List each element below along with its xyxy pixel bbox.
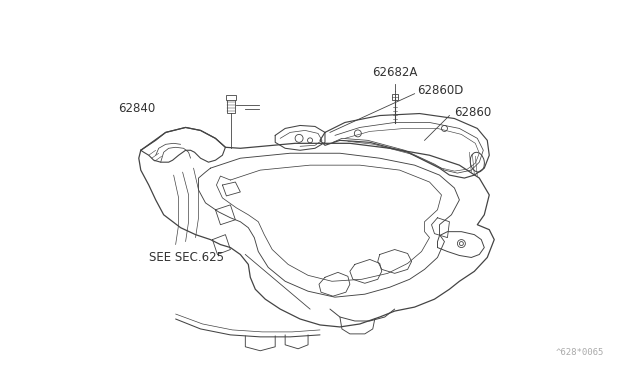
Text: 62860: 62860 — [454, 106, 492, 119]
FancyBboxPatch shape — [392, 94, 397, 100]
FancyBboxPatch shape — [227, 95, 236, 100]
Text: SEE SEC.625: SEE SEC.625 — [148, 251, 224, 264]
FancyBboxPatch shape — [227, 99, 236, 113]
Text: 62860D: 62860D — [417, 84, 464, 97]
Text: 62682A: 62682A — [372, 66, 417, 79]
Text: 62840: 62840 — [118, 102, 156, 115]
Text: ^628*0065: ^628*0065 — [556, 348, 604, 357]
